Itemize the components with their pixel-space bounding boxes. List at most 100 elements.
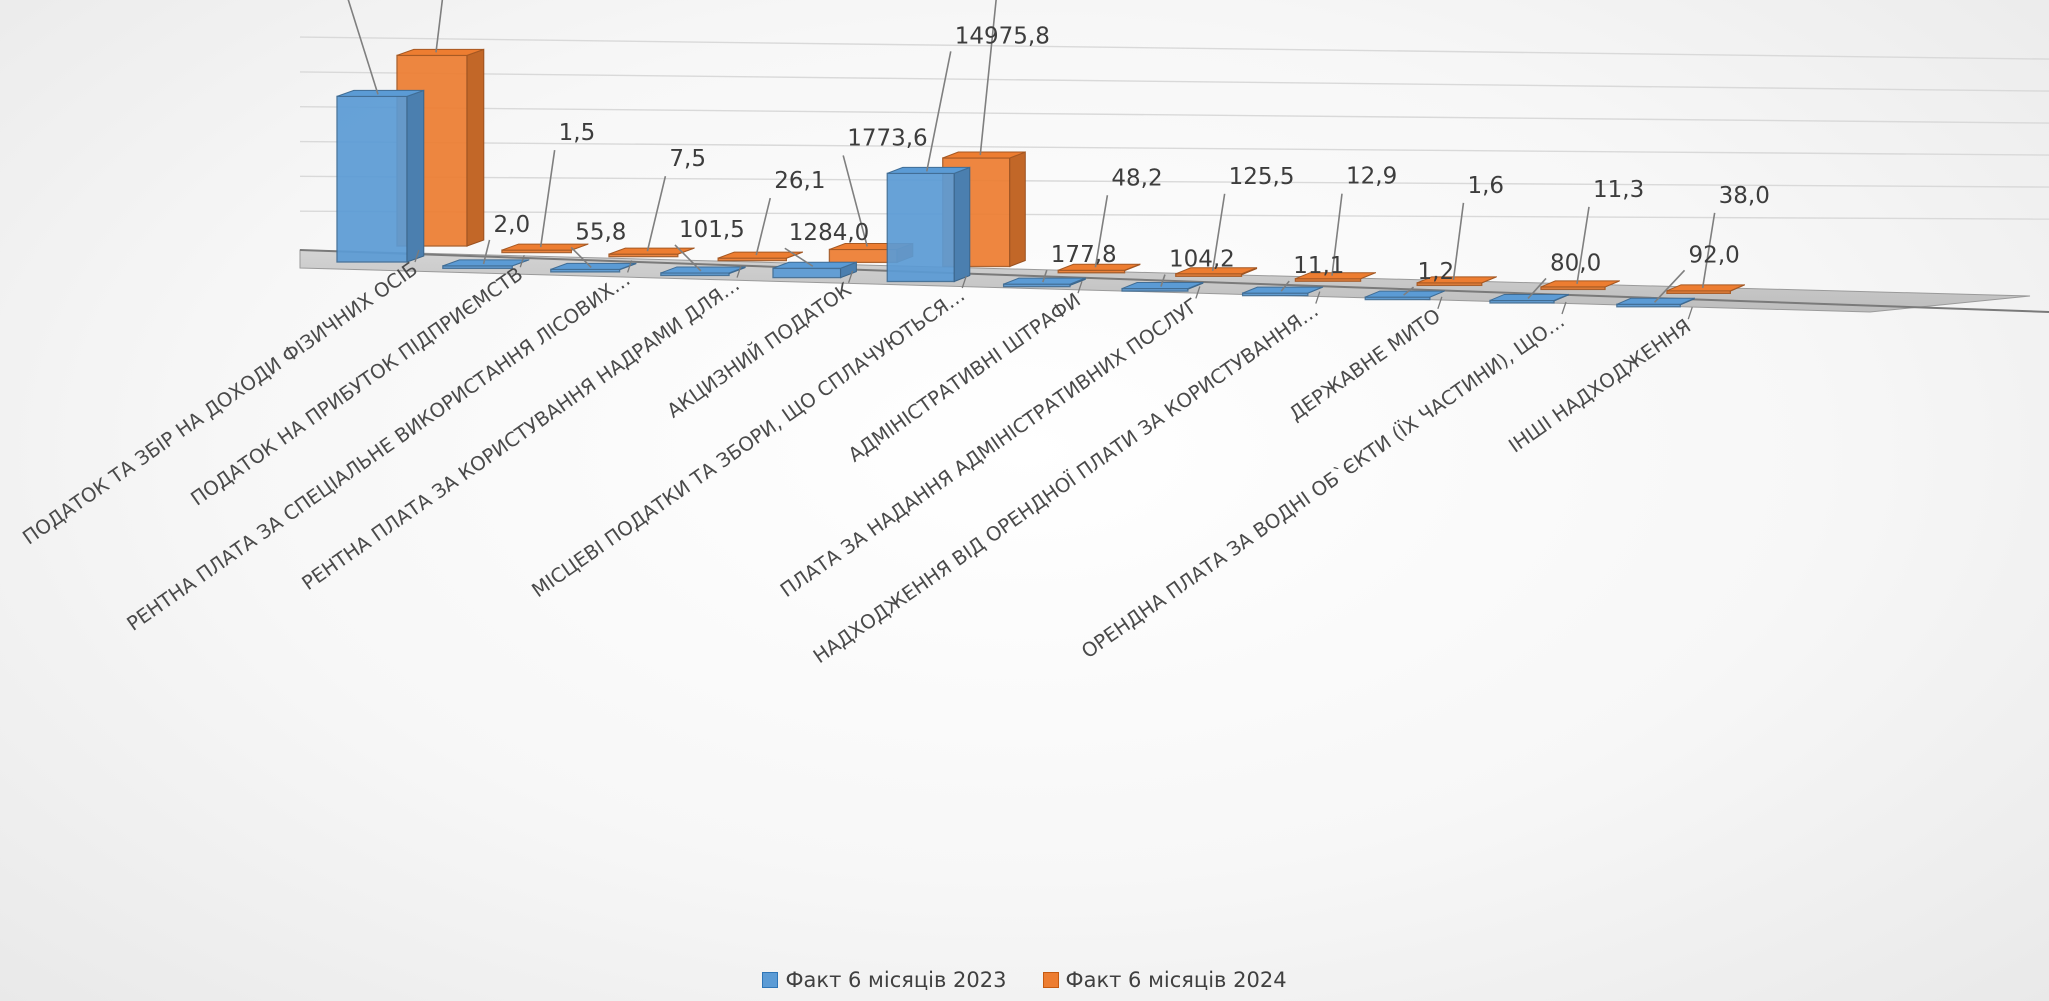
- data-label-2024-4: 1773,6: [847, 125, 927, 151]
- bar-2023-0-top: [336, 89, 424, 97]
- bar-2024-9: [1416, 276, 1497, 287]
- bar-2023-3-top: [660, 266, 746, 274]
- category-label-5: МІСЦЕВІ ПОДАТКИ ТА ЗБОРИ, ЩО СПЛАЧУЮТЬСЯ…: [528, 283, 970, 602]
- data-label-2023-4-leader: [784, 247, 814, 267]
- legend-item-2024: Факт 6 місяців 2024: [1042, 968, 1287, 992]
- bar-2024-6: [1057, 263, 1141, 274]
- data-label-2023-8: 11,1: [1293, 253, 1344, 279]
- data-label-2024-1: 1,5: [559, 120, 596, 146]
- bar-2023-1-top: [442, 259, 529, 267]
- bar-2024-3: [717, 251, 803, 262]
- bar-2023-2: [550, 262, 637, 273]
- data-label-2024-9: 1,6: [1467, 173, 1504, 199]
- category-label-0: ПОДАТОК ТА ЗБІР НА ДОХОДИ ФІЗИЧНИХ ОСІБ: [18, 257, 421, 549]
- data-label-2023-2-leader: [570, 246, 592, 268]
- category-label-7: ПЛАТА ЗА НАДАННЯ АДМІНІСТРАТИВНИХ ПОСЛУГ: [776, 294, 1203, 602]
- bar-2024-11: [1666, 284, 1745, 294]
- leader-lines: [347, 0, 1716, 303]
- bar-2023-3: [660, 266, 746, 277]
- bar-2023-0: [336, 89, 425, 263]
- legend-label-2024: Факт 6 місяців 2024: [1065, 968, 1287, 992]
- bar-2023-5-top: [887, 166, 970, 174]
- bar-2023-0-front: [336, 95, 408, 263]
- category-tick: [961, 275, 967, 289]
- bar-2024-0-top: [396, 48, 484, 56]
- data-label-2024-6-leader: [1094, 195, 1109, 268]
- category-label-3: РЕНТНА ПЛАТА ЗА КОРИСТУВАННЯ НАДРАМИ ДЛЯ…: [298, 273, 744, 595]
- bar-2024-3-top: [717, 251, 803, 259]
- category-label-10: ОРЕНДНА ПЛАТА ЗА ВОДНІ ОБ`ЄКТИ (ЇХ ЧАСТИ…: [1077, 309, 1569, 663]
- gridline: [299, 210, 2049, 220]
- data-label-2023-0-leader: [347, 0, 379, 95]
- data-label-2023-9-leader: [1403, 286, 1415, 296]
- bar-2024-9-top: [1416, 276, 1497, 284]
- bar-2023-5-side: [953, 166, 971, 283]
- category-tick: [1077, 280, 1083, 294]
- data-label-2024-4-leader: [842, 155, 868, 247]
- data-label-2024-2-leader: [646, 175, 667, 252]
- bar-2024-10-top: [1540, 280, 1620, 288]
- gridlines: [299, 36, 2049, 220]
- legend-item-2023: Факт 6 місяців 2023: [762, 968, 1007, 992]
- data-label-2024-8-leader: [1331, 193, 1343, 276]
- data-label-2023-3-leader: [674, 244, 702, 272]
- bar-2024-5-top: [942, 151, 1026, 159]
- bar-2023-8: [1241, 286, 1324, 297]
- bar-2023-4: [772, 261, 857, 279]
- bar-2023-0-side: [406, 89, 425, 263]
- data-label-2023-7-leader: [1160, 274, 1166, 287]
- data-label-2023-3: 101,5: [679, 217, 745, 243]
- category-tick: [519, 254, 525, 268]
- bar-2023-5-front: [886, 172, 955, 283]
- legend-swatch-2023: [762, 972, 779, 988]
- data-label-2023-6-leader: [1042, 269, 1048, 283]
- bar-2024-5-side: [1009, 151, 1026, 268]
- bar-2024-0-side: [466, 48, 485, 247]
- data-label-2023-5-leader: [925, 51, 952, 172]
- data-label-2024-9-leader: [1452, 202, 1465, 280]
- category-tick: [1195, 286, 1201, 299]
- data-label-2023-8-leader: [1280, 280, 1290, 292]
- bar-2024-11-top: [1666, 284, 1745, 292]
- data-label-2023-5: 14975,8: [955, 23, 1050, 49]
- data-label-2024-0-leader: [435, 0, 444, 53]
- data-label-2023-1: 2,0: [494, 212, 531, 238]
- legend: Факт 6 місяців 2023 Факт 6 місяців 2024: [0, 962, 2049, 998]
- category-label-6: АДМІНІСТРАТИВНІ ШТРАФИ: [844, 288, 1085, 466]
- bar-2023-4-top: [772, 261, 857, 269]
- data-label-2023-6: 177,8: [1051, 242, 1117, 268]
- data-label-2024-7-leader: [1211, 193, 1226, 271]
- gridline: [299, 71, 2049, 92]
- bar-2023-4-front: [772, 267, 842, 279]
- category-tick: [1437, 296, 1443, 310]
- data-label-2024-3: 26,1: [774, 168, 825, 194]
- data-label-2024-7: 125,5: [1229, 164, 1295, 190]
- data-label-2024-2: 7,5: [669, 146, 706, 172]
- bar-2024-1: [501, 243, 589, 254]
- legend-swatch-2024: [1042, 972, 1059, 988]
- category-tick: [1687, 306, 1693, 320]
- bar-2023-6: [1002, 277, 1086, 288]
- x-axis-line: [299, 249, 2049, 313]
- category-tick: [626, 260, 633, 273]
- data-label-2023-7: 104,2: [1169, 247, 1235, 273]
- data-label-2024-10-leader: [1576, 206, 1590, 285]
- gridline: [299, 106, 2049, 124]
- bar-2023-7-top: [1121, 282, 1204, 290]
- category-tick: [1561, 301, 1567, 315]
- bar-2023-1: [442, 259, 530, 270]
- gridline: [299, 175, 2049, 188]
- data-label-2023-2: 55,8: [575, 219, 626, 245]
- data-label-2024-6: 48,2: [1111, 165, 1162, 191]
- category-tick: [847, 270, 854, 284]
- bar-2023-5: [886, 166, 971, 283]
- category-tick: [736, 265, 742, 278]
- bar-2024-10: [1540, 280, 1620, 291]
- data-label-2024-11-leader: [1701, 212, 1716, 288]
- data-label-2023-10: 80,0: [1550, 250, 1601, 276]
- data-label-2023-9: 1,2: [1418, 259, 1455, 285]
- bar-2024-8-top: [1295, 272, 1376, 280]
- bar-2024-2-top: [608, 247, 695, 255]
- data-label-2024-8: 12,9: [1346, 164, 1397, 190]
- data-label-2024-5-leader: [979, 0, 997, 156]
